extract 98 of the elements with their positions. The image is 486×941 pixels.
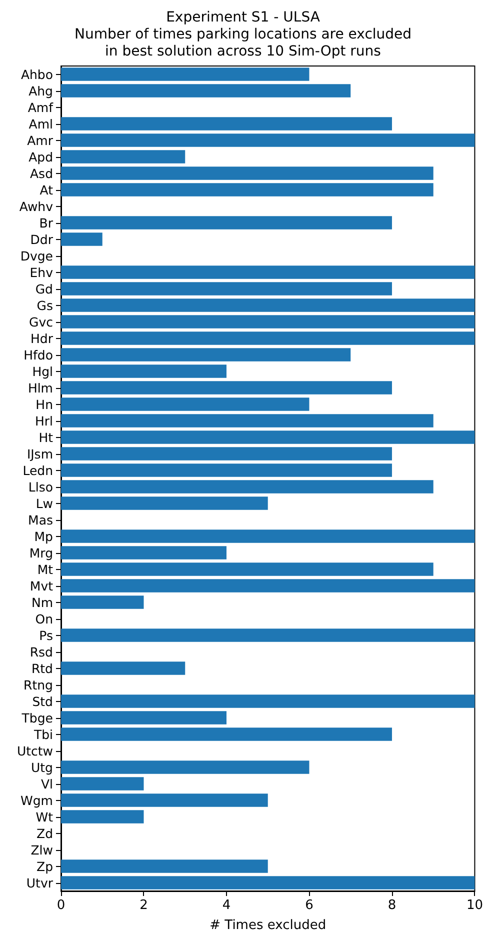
- y-tick-label: Gvc: [29, 314, 54, 330]
- y-tick-label: Std: [32, 694, 53, 709]
- y-tick-label: Aml: [28, 116, 53, 132]
- bar: [61, 860, 268, 873]
- y-tick-label: Asd: [30, 166, 53, 181]
- y-tick-label: Hrl: [34, 413, 53, 428]
- y-tick-label: Hfdo: [24, 347, 53, 362]
- bar: [61, 447, 392, 460]
- y-tick-label: IJsm: [26, 446, 53, 462]
- bar: [61, 694, 475, 708]
- y-tick-label: Mvt: [30, 578, 54, 594]
- bar: [61, 134, 475, 147]
- y-tick-label: Ahbo: [20, 66, 53, 82]
- bar: [61, 711, 226, 724]
- x-tick-label: 4: [222, 898, 231, 913]
- y-tick-label: Utg: [31, 760, 53, 775]
- x-tick-label: 0: [56, 898, 66, 913]
- y-tick-label: Lw: [36, 496, 53, 511]
- bar: [61, 166, 434, 180]
- x-axis-title: # Times excluded: [210, 918, 326, 933]
- bar: [61, 232, 102, 246]
- y-tick-label: Ddr: [30, 232, 54, 247]
- y-tick-label: Tbge: [20, 710, 54, 726]
- bar: [61, 68, 310, 81]
- y-tick-label: Hdr: [30, 330, 54, 346]
- y-tick-label: Vl: [40, 776, 53, 792]
- bar: [61, 332, 475, 345]
- y-tick-label: Amf: [28, 100, 54, 115]
- bar: [61, 364, 226, 378]
- bar: [61, 777, 144, 790]
- bar: [61, 596, 144, 609]
- bar: [61, 480, 434, 494]
- y-tick-label: Utvr: [26, 875, 54, 890]
- y-tick-label: Awhv: [19, 198, 54, 214]
- y-tick-label: Amr: [27, 132, 54, 148]
- y-tick-label: Hgl: [32, 364, 53, 379]
- y-tick-label: Wgm: [20, 792, 53, 808]
- bar: [61, 430, 475, 444]
- x-tick-label: 10: [466, 898, 483, 913]
- y-tick-label: Tbi: [32, 726, 53, 742]
- bar: [61, 562, 434, 576]
- y-tick-label: Mp: [34, 528, 54, 544]
- y-tick-label: Llso: [28, 479, 53, 494]
- y-tick-label: Apd: [28, 149, 53, 164]
- y-tick-label: Wt: [36, 809, 54, 824]
- bar: [61, 183, 434, 196]
- y-tick-label: Mt: [37, 562, 54, 577]
- y-tick-label: Dvge: [20, 248, 54, 264]
- y-tick-label: Gd: [35, 281, 53, 296]
- y-tick-label: Br: [39, 215, 54, 230]
- y-tick-label: Mas: [28, 512, 53, 528]
- y-tick-label: On: [35, 611, 53, 626]
- y-tick-label: Hn: [36, 396, 53, 412]
- y-tick-label: Zp: [36, 858, 54, 874]
- y-tick-label: Ehv: [30, 264, 54, 280]
- bar: [61, 662, 186, 675]
- bar: [61, 579, 475, 592]
- bar: [61, 496, 268, 510]
- bar: [61, 728, 392, 741]
- bar: [61, 760, 310, 774]
- bar: [61, 398, 310, 411]
- bar: [61, 810, 144, 824]
- bar: [61, 298, 475, 312]
- y-tick-label: Ht: [38, 430, 54, 445]
- bar: [61, 530, 475, 543]
- bar: [61, 546, 226, 560]
- bar: [61, 150, 186, 164]
- chart-title: Experiment S1 - ULSA Number of times parking locations are excluded in best solution across 10 Sim-Opt runs: [74, 10, 412, 60]
- y-tick-label: Hlm: [28, 380, 53, 396]
- bar: [61, 794, 268, 807]
- y-tick-label: Ahg: [28, 83, 53, 98]
- bar: [61, 381, 392, 394]
- y-tick-label: Rtd: [31, 660, 53, 676]
- bar: [61, 464, 392, 477]
- y-tick-label: Nm: [31, 594, 53, 610]
- bar: [61, 266, 475, 279]
- bar: [61, 117, 392, 130]
- bar: [61, 84, 351, 98]
- bar: [61, 216, 392, 230]
- y-tick-label: At: [40, 182, 54, 198]
- x-tick-label: 6: [305, 898, 314, 913]
- y-tick-label: Rtng: [24, 677, 53, 692]
- y-tick-label: Zlw: [30, 842, 53, 858]
- x-tick-label: 8: [388, 898, 396, 913]
- x-tick-label: 2: [140, 898, 148, 913]
- y-tick-label: Utctw: [16, 743, 53, 758]
- y-tick-label: Mrg: [29, 545, 53, 560]
- bar: [61, 315, 475, 328]
- bar: [61, 414, 434, 428]
- y-tick-label: Ledn: [22, 462, 53, 478]
- y-tick-label: Rsd: [30, 644, 53, 660]
- y-tick-label: Gs: [36, 298, 53, 313]
- bar: [61, 282, 392, 296]
- y-tick-label: Zd: [36, 826, 53, 841]
- bar: [61, 348, 351, 362]
- y-tick-label: Ps: [39, 628, 53, 643]
- bar: [61, 628, 475, 642]
- bar: [61, 876, 475, 890]
